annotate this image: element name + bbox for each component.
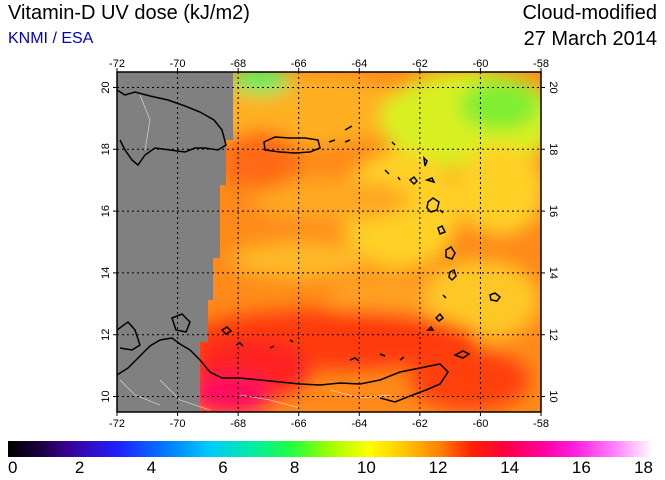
colorbar-label: 12 — [428, 458, 448, 477]
latitude-tick-label-right: 20 — [547, 81, 559, 93]
latitude-tick-label-left: 12 — [100, 329, 112, 341]
colorbar-label: 0 — [8, 458, 18, 477]
colorbar-label: 14 — [500, 458, 520, 477]
borders — [119, 94, 391, 411]
longitude-tick-label-bottom: -60 — [472, 418, 488, 430]
longitude-tick-label-top: -62 — [412, 58, 428, 70]
latitude-tick-label-left: 16 — [100, 205, 112, 217]
latitude-tick-label-left: 10 — [100, 390, 112, 402]
longitude-tick-label-bottom: -68 — [230, 418, 246, 430]
latitude-tick-label-left: 20 — [100, 81, 112, 93]
latitude-axis-left: 10 12 14 16 18 20 — [100, 81, 117, 403]
map-title: Vitamin-D UV dose (kJ/m2) — [8, 2, 250, 24]
colorbar — [8, 441, 653, 457]
longitude-tick-label-top: -68 — [230, 58, 246, 70]
longitude-tick-label-top: -70 — [170, 58, 186, 70]
latitude-tick-label-right: 12 — [547, 329, 559, 341]
longitude-tick-label-top: -64 — [351, 58, 367, 70]
colorbar-label: 6 — [218, 458, 228, 477]
land-mask — [117, 72, 233, 412]
longitude-tick-label-bottom: -58 — [533, 418, 549, 430]
longitude-axis-top: -72 -70 -68 -66 -64 -62 -60 -58 — [109, 58, 549, 72]
longitude-tick-label-bottom: -66 — [291, 418, 307, 430]
longitude-tick-label-top: -66 — [291, 58, 307, 70]
longitude-tick-label-top: -60 — [472, 58, 488, 70]
colorbar-label: 2 — [74, 458, 85, 477]
longitude-tick-label-bottom: -72 — [109, 418, 125, 430]
longitude-axis-bottom: -72 -70 -68 -66 -64 -62 -60 -58 — [109, 412, 549, 430]
latitude-tick-label-right: 14 — [547, 267, 559, 279]
latitude-tick-label-left: 14 — [100, 267, 112, 279]
colorbar-label: 16 — [571, 458, 591, 477]
colorbar-label: 10 — [356, 458, 376, 477]
map-frame — [116, 71, 542, 413]
latitude-tick-label-right: 18 — [547, 143, 559, 155]
coastlines — [116, 89, 502, 403]
colorbar-label: 8 — [289, 458, 300, 477]
latitude-axis-right: 10 12 14 16 18 20 — [541, 81, 559, 403]
longitude-tick-label-bottom: -62 — [412, 418, 428, 430]
data-credit: KNMI / ESA — [8, 30, 94, 47]
latitude-tick-label-right: 16 — [547, 205, 559, 217]
longitude-tick-label-top: -72 — [109, 58, 125, 70]
longitude-tick-label-top: -58 — [533, 58, 549, 70]
latitude-tick-label-right: 10 — [547, 390, 559, 402]
colorbar-label: 18 — [634, 458, 653, 477]
latitude-tick-label-left: 18 — [100, 143, 112, 155]
colorbar-label: 4 — [146, 458, 157, 477]
map-date: 27 March 2014 — [523, 28, 657, 50]
uv-dose-map: -72 -70 -68 -66 -64 -62 -60 -58 -72 -70 -68 -66 -64… — [100, 58, 559, 430]
longitude-tick-label-bottom: -64 — [351, 418, 367, 430]
product-mode: Cloud-modified — [522, 2, 657, 24]
longitude-tick-label-bottom: -70 — [170, 418, 186, 430]
uv-field — [117, 72, 541, 412]
